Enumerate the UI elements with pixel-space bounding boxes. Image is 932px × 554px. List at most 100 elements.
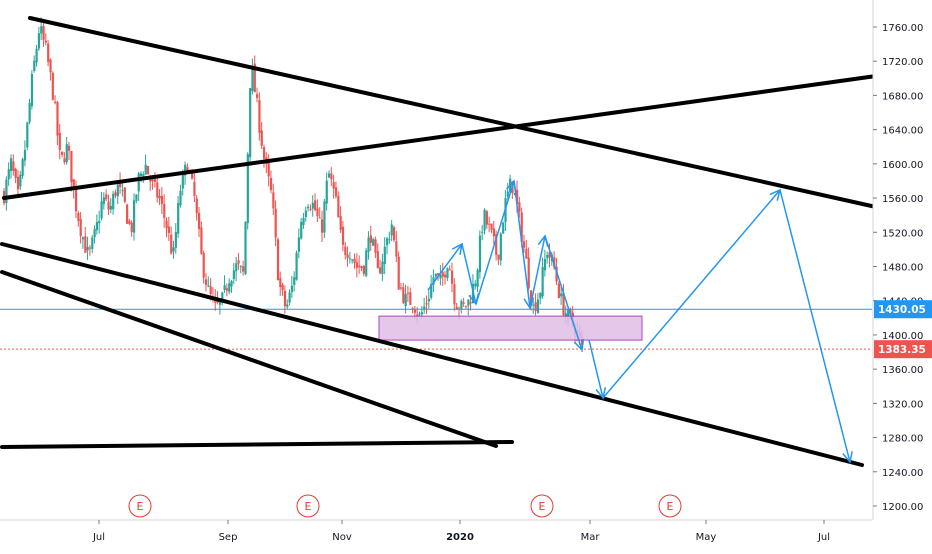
projection-arrow[interactable] — [529, 235, 546, 309]
candle-body — [191, 170, 194, 179]
candle-body — [91, 237, 94, 249]
candle-body — [146, 165, 150, 175]
candle-body — [332, 182, 335, 189]
candle-body — [137, 173, 140, 192]
candle-body — [218, 299, 222, 305]
candle-body — [318, 217, 321, 219]
candle-body — [51, 72, 54, 100]
candle-body — [249, 88, 252, 158]
projection-arrow[interactable] — [779, 189, 851, 463]
candle-body — [128, 220, 131, 224]
candle-body — [144, 164, 147, 175]
trendline-lower-steep[interactable] — [0, 270, 498, 448]
candle-body — [156, 182, 159, 198]
candle-body — [56, 102, 59, 136]
candle-body — [37, 33, 41, 49]
candle-body — [165, 220, 168, 229]
time-tick-label: Mar — [581, 532, 601, 543]
candle-body — [314, 200, 317, 211]
projection-arrow[interactable] — [475, 180, 515, 305]
candle-body — [172, 247, 175, 252]
candle-body — [469, 302, 472, 304]
candle-body — [341, 226, 345, 245]
price-tick-label: 1280.00 — [882, 434, 923, 445]
candle-body — [221, 292, 224, 303]
trendline-base[interactable] — [0, 440, 514, 449]
candle-body — [232, 270, 236, 279]
candle-body — [402, 287, 405, 303]
candle-body — [323, 201, 326, 233]
candle-body — [174, 231, 177, 248]
earnings-marker[interactable]: E — [296, 494, 320, 518]
price-tick-label: 1760.00 — [882, 23, 923, 34]
candle-body — [307, 206, 310, 209]
projection-arrow[interactable] — [427, 243, 463, 291]
candle-body — [272, 192, 275, 209]
candle-body — [360, 266, 363, 269]
earnings-marker[interactable]: E — [530, 494, 554, 518]
candle-body — [260, 130, 263, 146]
earnings-label: E — [305, 500, 312, 513]
candle-body — [23, 149, 27, 161]
earnings-marker[interactable]: E — [658, 494, 682, 518]
earnings-label: E — [667, 500, 674, 513]
candle-body — [109, 205, 112, 210]
price-tick-label: 1400.00 — [882, 331, 923, 342]
candle-body — [376, 251, 379, 269]
support-zone[interactable] — [378, 315, 643, 341]
candle-body — [325, 180, 328, 204]
candle-body — [135, 194, 138, 201]
candle-body — [520, 212, 523, 243]
price-tick-label: 1240.00 — [882, 468, 923, 479]
candle-body — [420, 312, 424, 315]
candle-body — [439, 274, 442, 279]
trendline-upper-channel[interactable] — [28, 16, 878, 209]
price-tick-label: 1200.00 — [882, 502, 923, 513]
candle-body — [455, 306, 458, 310]
candle-body — [74, 186, 78, 212]
candle-body — [121, 190, 124, 192]
candle-body — [269, 177, 273, 191]
candle-body — [411, 307, 414, 309]
candle-body — [441, 272, 444, 277]
price-tick-label: 1600.00 — [882, 160, 923, 171]
trendline-lower-channel[interactable] — [0, 242, 864, 467]
candle-body — [374, 239, 377, 253]
projection-arrow[interactable] — [602, 189, 781, 399]
candle-body — [321, 219, 324, 233]
candle-body — [288, 292, 291, 303]
candle-body — [476, 269, 479, 287]
candle-body — [348, 258, 352, 260]
candle-body — [202, 252, 205, 278]
time-tick-label: Jul — [817, 532, 830, 543]
candle-body — [100, 201, 103, 219]
candle-body — [406, 292, 410, 294]
projection-arrow[interactable] — [513, 180, 531, 309]
candle-body — [451, 270, 454, 284]
candle-body — [502, 222, 505, 234]
candle-body — [42, 26, 45, 40]
candle-body — [223, 285, 226, 291]
earnings-label: E — [137, 500, 144, 513]
projection-arrow[interactable] — [544, 235, 583, 351]
candle-body — [283, 290, 287, 307]
earnings-marker[interactable]: E — [128, 494, 152, 518]
candle-body — [9, 158, 13, 172]
candle-body — [395, 241, 398, 257]
candle-body — [290, 285, 294, 293]
candle-body — [14, 168, 17, 179]
candle-body — [30, 73, 34, 107]
projection-arrow[interactable] — [588, 339, 604, 399]
projection-arrow[interactable] — [461, 243, 477, 305]
candle-body — [40, 26, 43, 34]
candle-body — [309, 208, 312, 210]
arrowhead — [842, 451, 853, 464]
candle-body — [107, 201, 110, 210]
candle-body — [153, 178, 157, 182]
candle-body — [112, 193, 115, 210]
candle-body — [372, 239, 375, 246]
trendline-rising[interactable] — [2, 74, 878, 200]
candle-body — [569, 308, 572, 315]
